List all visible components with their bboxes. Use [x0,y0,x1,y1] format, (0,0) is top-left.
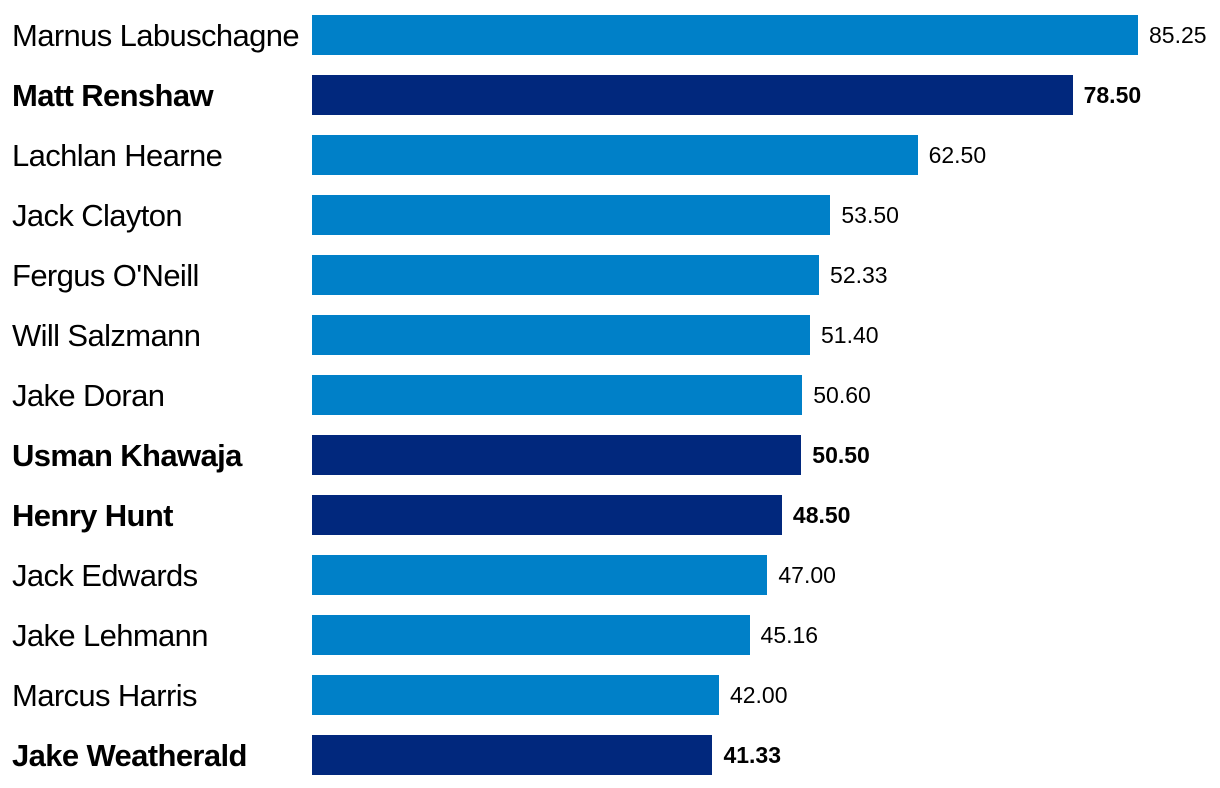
value-bar [312,255,820,295]
bar-area: 50.60 [312,365,1220,425]
bar-area: 53.50 [312,185,1220,245]
value-bar [312,435,802,475]
player-name-label: Jack Edwards [12,557,198,593]
value-bar [312,315,811,355]
player-name-label: Jake Doran [12,377,165,413]
player-name-label: Jake Lehmann [12,617,209,653]
bar-area: 78.50 [312,65,1220,125]
player-name-label: Matt Renshaw [12,77,214,113]
value-label: 48.50 [792,501,851,528]
value-label: 50.60 [813,381,871,408]
value-bar [312,195,831,235]
bar-area: 52.33 [312,245,1220,305]
value-label: 62.50 [928,141,987,168]
value-label: 85.25 [1149,21,1207,48]
chart-row: Jack Clayton 53.50 [0,185,1220,245]
chart-row: Fergus O'Neill 52.33 [0,245,1220,305]
chart-row: Jake Lehmann 45.16 [0,605,1220,665]
chart-row: Matt Renshaw 78.50 [0,65,1220,125]
bar-area: 45.16 [312,605,1220,665]
player-name-label: Jack Clayton [12,197,183,233]
chart-row: Jake Weatherald 41.33 [0,725,1220,785]
value-bar [312,555,768,595]
value-label: 50.50 [812,441,870,468]
chart-row: Usman Khawaja 50.50 [0,425,1220,485]
bar-area: 42.00 [312,665,1220,725]
bar-area: 85.25 [312,5,1220,65]
value-label: 41.33 [723,741,781,768]
player-name-label: Will Salzmann [12,317,201,353]
value-bar [312,135,918,175]
chart-row: Will Salzmann 51.40 [0,305,1220,365]
value-label: 52.33 [830,261,888,288]
bar-area: 41.33 [312,725,1220,785]
value-label: 51.40 [821,321,879,348]
value-label: 53.50 [841,201,899,228]
value-label: 78.50 [1083,81,1142,108]
chart-row: Jake Doran 50.60 [0,365,1220,425]
value-label: 47.00 [778,561,836,588]
player-name-label: Henry Hunt [12,497,173,533]
player-name-label: Lachlan Hearne [12,137,223,173]
player-name-label: Marcus Harris [12,677,197,713]
value-label: 45.16 [760,621,819,648]
value-bar [312,75,1073,115]
value-bar [312,495,782,535]
chart-row: Marcus Harris 42.00 [0,665,1220,725]
value-bar [312,735,713,775]
value-bar [312,15,1138,55]
chart-row: Marnus Labuschagne 85.25 [0,5,1220,65]
value-bar [312,615,750,655]
chart-row: Lachlan Hearne 62.50 [0,125,1220,185]
bar-area: 62.50 [312,125,1220,185]
chart-row: Henry Hunt 48.50 [0,485,1220,545]
bar-area: 48.50 [312,485,1220,545]
player-name-label: Marnus Labuschagne [12,17,300,53]
bar-area: 47.00 [312,545,1220,605]
bar-area: 50.50 [312,425,1220,485]
bar-area: 51.40 [312,305,1220,365]
value-label: 42.00 [729,681,788,708]
chart-row: Jack Edwards 47.00 [0,545,1220,605]
player-name-label: Jake Weatherald [12,737,247,773]
player-name-label: Usman Khawaja [12,437,242,473]
value-bar [312,675,719,715]
player-name-label: Fergus O'Neill [12,257,199,293]
value-bar [312,375,803,415]
